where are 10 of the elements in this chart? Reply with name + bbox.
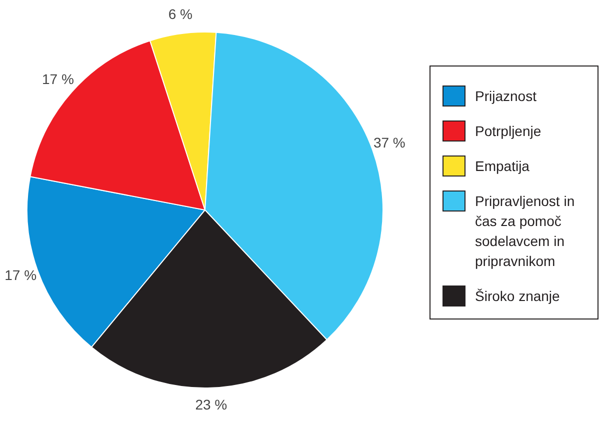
- data-label: 17 %: [42, 71, 74, 88]
- legend-label: Empatija: [475, 158, 530, 174]
- data-label: 17 %: [4, 267, 37, 284]
- data-label: 6 %: [168, 6, 192, 22]
- legend-label: Potrpljenje: [475, 123, 542, 139]
- data-label: 37 %: [373, 134, 406, 150]
- data-label: 23 %: [195, 396, 228, 413]
- legend-label: Široko znanje: [475, 288, 560, 304]
- legend-label: Pripravljenost in čas za pomoč sodelavcem in pripravnikom: [475, 193, 575, 269]
- legend-label: Prijaznost: [475, 88, 537, 104]
